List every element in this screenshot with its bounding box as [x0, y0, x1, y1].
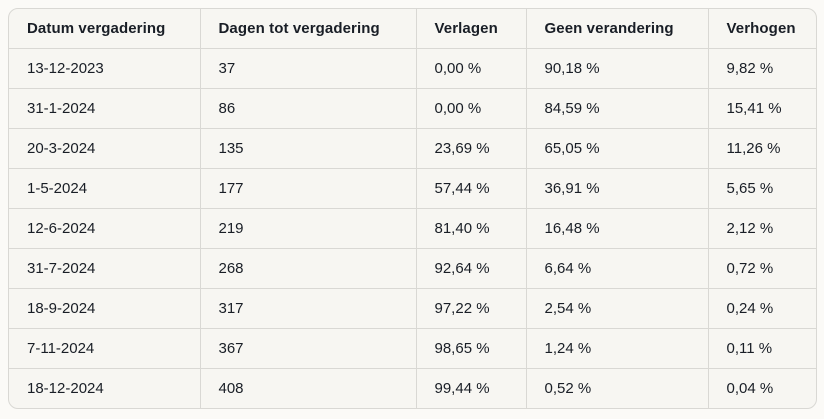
cell-raise: 0,24 %: [707, 287, 816, 329]
cell-raise: 0,11 %: [707, 327, 816, 369]
cell-days: 268: [199, 247, 417, 289]
cell-raise: 0,04 %: [707, 367, 816, 408]
cell-no-change: 6,64 %: [525, 247, 709, 289]
cell-date: 13-12-2023: [9, 47, 201, 89]
cell-no-change: 1,24 %: [525, 327, 709, 369]
cell-days: 317: [199, 287, 417, 329]
cell-days: 408: [199, 367, 417, 408]
cell-no-change: 36,91 %: [525, 167, 709, 209]
cell-raise: 2,12 %: [707, 207, 816, 249]
cell-raise: 0,72 %: [707, 247, 816, 289]
probability-table-container: Datum vergadering Dagen tot vergadering …: [8, 8, 817, 409]
table-row: 31-7-2024 268 92,64 % 6,64 % 0,72 %: [9, 247, 816, 289]
cell-date: 20-3-2024: [9, 127, 201, 169]
cell-days: 367: [199, 327, 417, 369]
table-row: 18-12-2024 408 99,44 % 0,52 % 0,04 %: [9, 367, 816, 408]
cell-no-change: 84,59 %: [525, 87, 709, 129]
cell-no-change: 2,54 %: [525, 287, 709, 329]
cell-days: 177: [199, 167, 417, 209]
cell-lower: 23,69 %: [415, 127, 527, 169]
table-row: 31-1-2024 86 0,00 % 84,59 % 15,41 %: [9, 87, 816, 129]
cell-lower: 0,00 %: [415, 87, 527, 129]
table-row: 1-5-2024 177 57,44 % 36,91 % 5,65 %: [9, 167, 816, 209]
cell-lower: 0,00 %: [415, 47, 527, 89]
cell-lower: 81,40 %: [415, 207, 527, 249]
column-header-verhogen: Verhogen: [707, 9, 816, 49]
cell-lower: 99,44 %: [415, 367, 527, 408]
cell-lower: 92,64 %: [415, 247, 527, 289]
column-header-geen-verandering: Geen verandering: [525, 9, 709, 49]
cell-days: 219: [199, 207, 417, 249]
table-row: 20-3-2024 135 23,69 % 65,05 % 11,26 %: [9, 127, 816, 169]
cell-no-change: 16,48 %: [525, 207, 709, 249]
cell-no-change: 0,52 %: [525, 367, 709, 408]
meeting-probability-table: Datum vergadering Dagen tot vergadering …: [9, 9, 816, 408]
cell-raise: 9,82 %: [707, 47, 816, 89]
cell-date: 7-11-2024: [9, 327, 201, 369]
cell-date: 31-7-2024: [9, 247, 201, 289]
cell-days: 37: [199, 47, 417, 89]
cell-lower: 98,65 %: [415, 327, 527, 369]
column-header-dagen-tot-vergadering: Dagen tot vergadering: [199, 9, 417, 49]
cell-no-change: 65,05 %: [525, 127, 709, 169]
cell-date: 18-12-2024: [9, 367, 201, 408]
cell-lower: 97,22 %: [415, 287, 527, 329]
cell-no-change: 90,18 %: [525, 47, 709, 89]
cell-lower: 57,44 %: [415, 167, 527, 209]
table-header-row: Datum vergadering Dagen tot vergadering …: [9, 9, 816, 49]
column-header-verlagen: Verlagen: [415, 9, 527, 49]
cell-days: 86: [199, 87, 417, 129]
cell-date: 31-1-2024: [9, 87, 201, 129]
table-row: 12-6-2024 219 81,40 % 16,48 % 2,12 %: [9, 207, 816, 249]
table-row: 7-11-2024 367 98,65 % 1,24 % 0,11 %: [9, 327, 816, 369]
cell-days: 135: [199, 127, 417, 169]
cell-raise: 11,26 %: [707, 127, 816, 169]
cell-date: 18-9-2024: [9, 287, 201, 329]
table-row: 13-12-2023 37 0,00 % 90,18 % 9,82 %: [9, 47, 816, 89]
cell-date: 12-6-2024: [9, 207, 201, 249]
cell-date: 1-5-2024: [9, 167, 201, 209]
cell-raise: 5,65 %: [707, 167, 816, 209]
column-header-datum-vergadering: Datum vergadering: [9, 9, 201, 49]
table-row: 18-9-2024 317 97,22 % 2,54 % 0,24 %: [9, 287, 816, 329]
cell-raise: 15,41 %: [707, 87, 816, 129]
